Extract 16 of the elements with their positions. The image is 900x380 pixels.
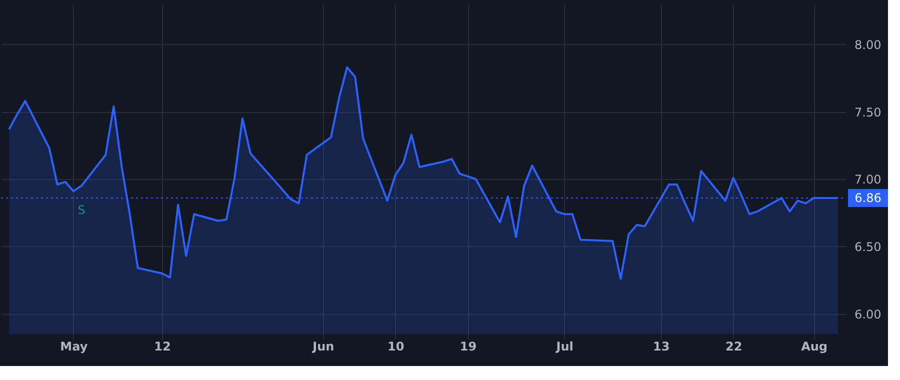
y-tick-label: 7.50 [854, 105, 882, 120]
x-tick-label: 10 [387, 340, 404, 354]
y-tick-label: 6.00 [854, 307, 882, 322]
y-tick-label: 6.50 [854, 240, 882, 254]
annotation: S [78, 202, 86, 217]
x-tick-label: Jul [555, 340, 574, 354]
x-tick-label: 13 [653, 340, 670, 354]
x-tick-label: May [60, 340, 88, 354]
x-tick-label: 12 [154, 340, 171, 354]
y-tick-label: 7.00 [854, 172, 882, 187]
y-tick-label: 8.00 [854, 38, 882, 52]
x-tick-label: Jun [312, 340, 334, 354]
x-tick-label: 22 [725, 340, 742, 354]
x-tick-label: 19 [460, 340, 477, 354]
x-tick-label: Aug [801, 340, 828, 354]
ref-line-label: 6.86 [854, 190, 882, 205]
